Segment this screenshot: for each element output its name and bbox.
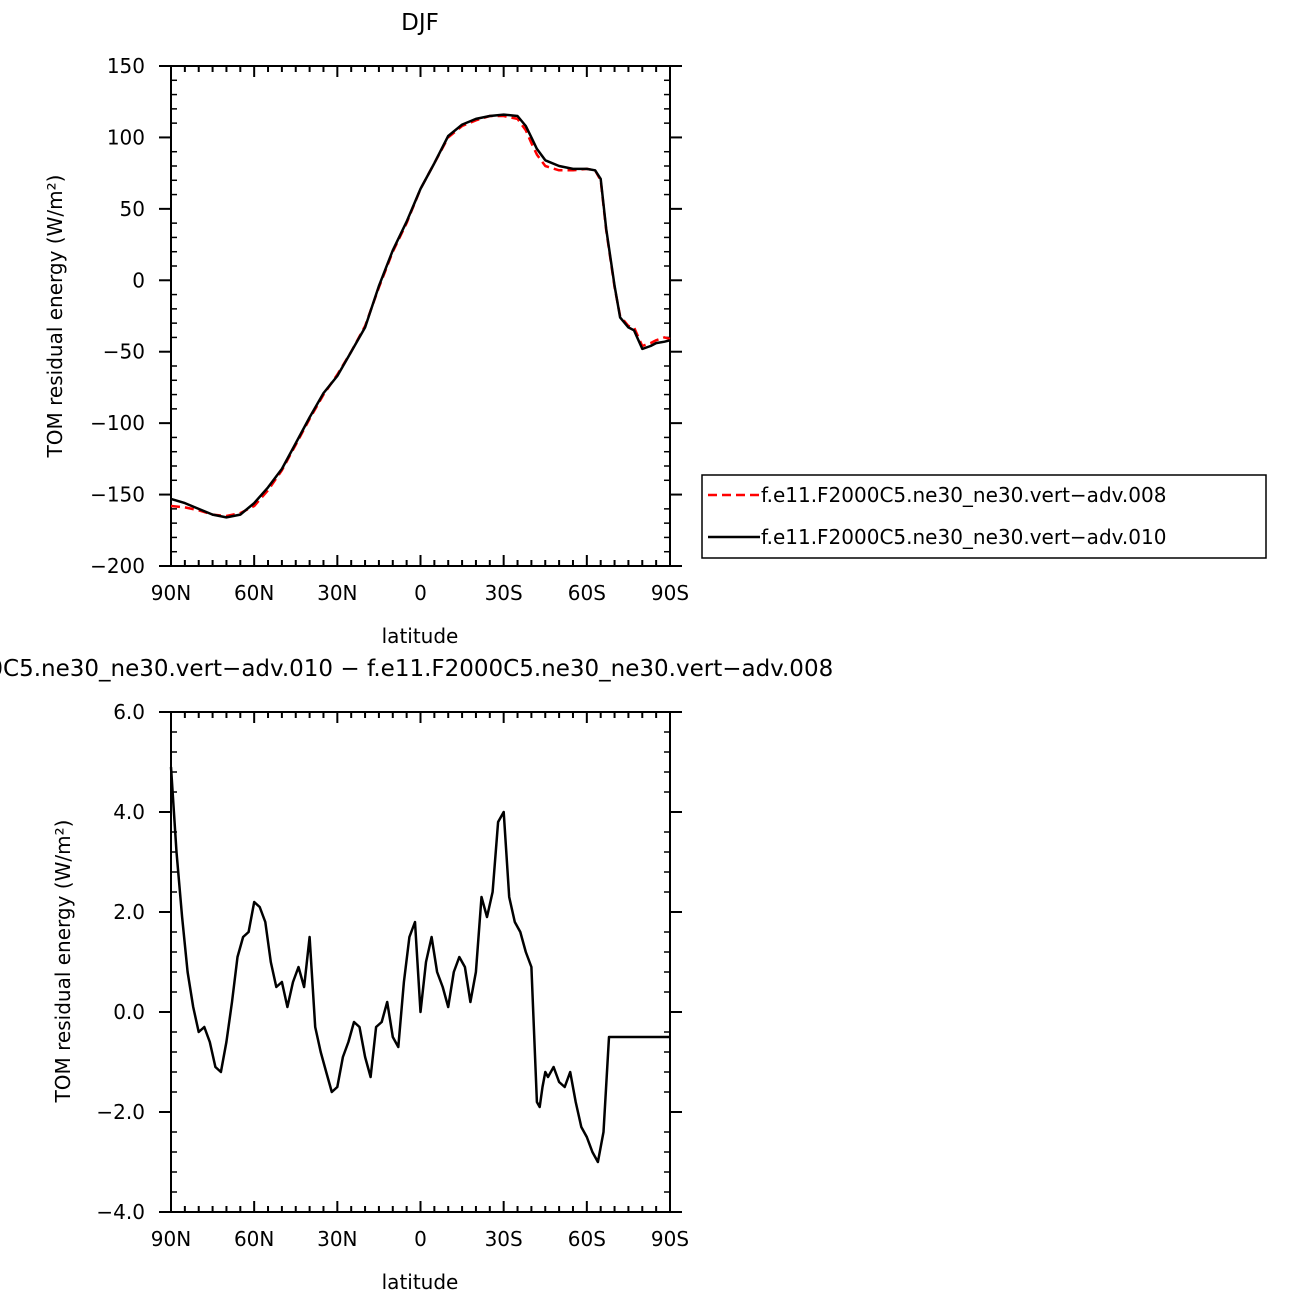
top-y-tick-label: 100 xyxy=(107,125,145,149)
bottom-x-tick-label: 90N xyxy=(151,1227,191,1251)
top-plot-title: DJF xyxy=(401,10,439,36)
top-series-line-0 xyxy=(170,114,671,518)
bottom-x-tick-label: 0 xyxy=(414,1227,427,1251)
bottom-panel: f.e11.F2000C5.ne30_ne30.vert−adv.010 − f… xyxy=(0,656,833,1294)
top-x-tick-label: 0 xyxy=(414,581,427,605)
bottom-x-axis-title: latitude xyxy=(382,1270,459,1294)
bottom-plot-title: f.e11.F2000C5.ne30_ne30.vert−adv.010 − f… xyxy=(0,656,833,682)
top-panel: DJF 90N 60N 30N 0 30S 60S 90S 150 100 50 0 −50 −100 −… xyxy=(43,10,1267,648)
top-legend: f.e11.F2000C5.ne30_ne30.vert−adv.008 f.e1… xyxy=(701,474,1267,559)
top-y-axis-title: TOM residual energy (W/m²) xyxy=(43,175,67,459)
bottom-x-tick-label: 30S xyxy=(485,1227,523,1251)
bottom-y-tick-label: 6.0 xyxy=(113,700,145,724)
bottom-x-tick-label: 90S xyxy=(651,1227,689,1251)
top-x-tick-label: 90S xyxy=(651,581,689,605)
bottom-x-tick-label: 60S xyxy=(568,1227,606,1251)
top-x-tick-label: 30S xyxy=(485,581,523,605)
legend-label-1: f.e11.F2000C5.ne30_ne30.vert−adv.010 xyxy=(761,525,1166,549)
bottom-series-line-0 xyxy=(169,766,670,1164)
top-series-line-1 xyxy=(170,113,671,519)
top-x-tick-label: 90N xyxy=(151,581,191,605)
bottom-y-tick-label: 4.0 xyxy=(113,800,145,824)
bottom-x-tick-label: 30N xyxy=(317,1227,357,1251)
top-x-axis-title: latitude xyxy=(382,624,459,648)
bottom-y-tick-label: −4.0 xyxy=(96,1200,145,1224)
bottom-y-tick-label: 2.0 xyxy=(113,900,145,924)
legend-label-0: f.e11.F2000C5.ne30_ne30.vert−adv.008 xyxy=(761,483,1166,507)
top-x-tick-label: 60S xyxy=(568,581,606,605)
bottom-y-axis-title: TOM residual energy (W/m²) xyxy=(51,820,75,1104)
top-plot-frame xyxy=(170,65,671,567)
legend-box xyxy=(701,474,1267,559)
bottom-plot-area: 90N 60N 30N 0 30S 60S 90S 6.0 4.0 2.0 0.0 −2.0 −4.0 xyxy=(96,700,689,1251)
top-y-tick-label: −200 xyxy=(90,554,145,578)
bottom-y-tick-label: 0.0 xyxy=(113,1000,145,1024)
bottom-plot-frame xyxy=(170,711,671,1213)
top-y-tick-label: −50 xyxy=(103,340,145,364)
top-plot-area: 90N 60N 30N 0 30S 60S 90S 150 100 50 0 −50 −100 −150 −… xyxy=(90,54,689,605)
top-y-tick-label: 0 xyxy=(132,268,145,292)
top-y-tick-label: 150 xyxy=(107,54,145,78)
top-x-tick-label: 30N xyxy=(317,581,357,605)
top-y-tick-label: −150 xyxy=(90,483,145,507)
bottom-x-tick-label: 60N xyxy=(234,1227,274,1251)
bottom-y-tick-label: −2.0 xyxy=(96,1100,145,1124)
top-x-tick-label: 60N xyxy=(234,581,274,605)
top-y-tick-label: −100 xyxy=(90,411,145,435)
top-y-tick-label: 50 xyxy=(120,197,145,221)
